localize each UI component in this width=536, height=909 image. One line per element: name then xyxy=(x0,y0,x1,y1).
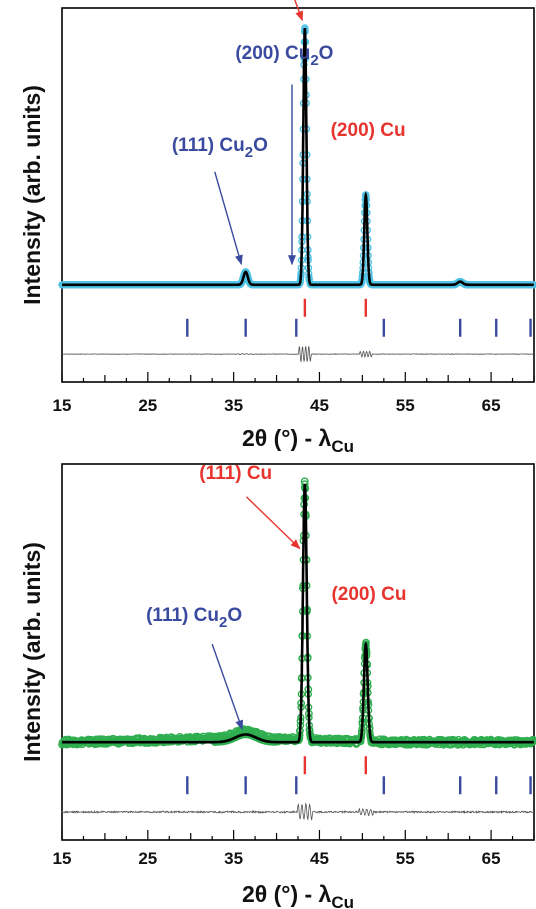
plot-frame xyxy=(61,7,535,383)
difference-series xyxy=(62,346,535,362)
x-tick-label: 65 xyxy=(482,849,501,868)
x-tick-label: 35 xyxy=(224,849,243,868)
calculated-series xyxy=(62,27,534,287)
x-tick-label: 15 xyxy=(53,849,72,868)
x-tick-label: 55 xyxy=(396,849,415,868)
x-axis-label: 2θ (°) - λCu xyxy=(242,425,354,456)
panel-top: 15 25 35 45 55 65 Intensity (arb. units) 2θ (°)… xyxy=(19,0,536,456)
x-tick-label: 55 xyxy=(396,396,415,415)
x-axis-label: 2θ (°) - λCu xyxy=(242,881,354,909)
plot-frame xyxy=(61,463,535,841)
y-axis-label: Intensity (arb. units) xyxy=(19,542,45,762)
x-tick-label: 25 xyxy=(138,396,157,415)
peak-annotation: (200) Cu2O xyxy=(235,43,333,69)
panel-bottom: 15 25 35 45 55 65 Intensity (arb. units) 2θ (°)… xyxy=(19,463,536,909)
peak-annotation: (111) Cu2O xyxy=(146,605,242,631)
x-tick-label: 35 xyxy=(224,396,243,415)
annotation-arrow xyxy=(294,0,303,22)
observed-series xyxy=(58,477,536,749)
annotation-arrow xyxy=(246,496,301,550)
peak-annotation: (111) Cu2O xyxy=(172,135,268,161)
x-tick-label: 15 xyxy=(53,396,72,415)
x-tick-label: 65 xyxy=(482,396,501,415)
annotation-arrow xyxy=(214,171,243,266)
x-tick-label: 45 xyxy=(310,396,329,415)
annotation-arrow xyxy=(211,643,243,731)
observed-series xyxy=(58,24,536,289)
y-axis-label: Intensity (arb. units) xyxy=(19,85,45,305)
peak-annotation: (200) Cu xyxy=(331,120,406,141)
x-tick-label: 45 xyxy=(310,849,329,868)
difference-series xyxy=(61,802,535,821)
x-tick-label: 25 xyxy=(138,849,157,868)
peak-annotation: (200) Cu xyxy=(331,584,406,605)
calculated-series xyxy=(62,483,534,744)
peak-annotation: (111) Cu xyxy=(199,463,272,484)
